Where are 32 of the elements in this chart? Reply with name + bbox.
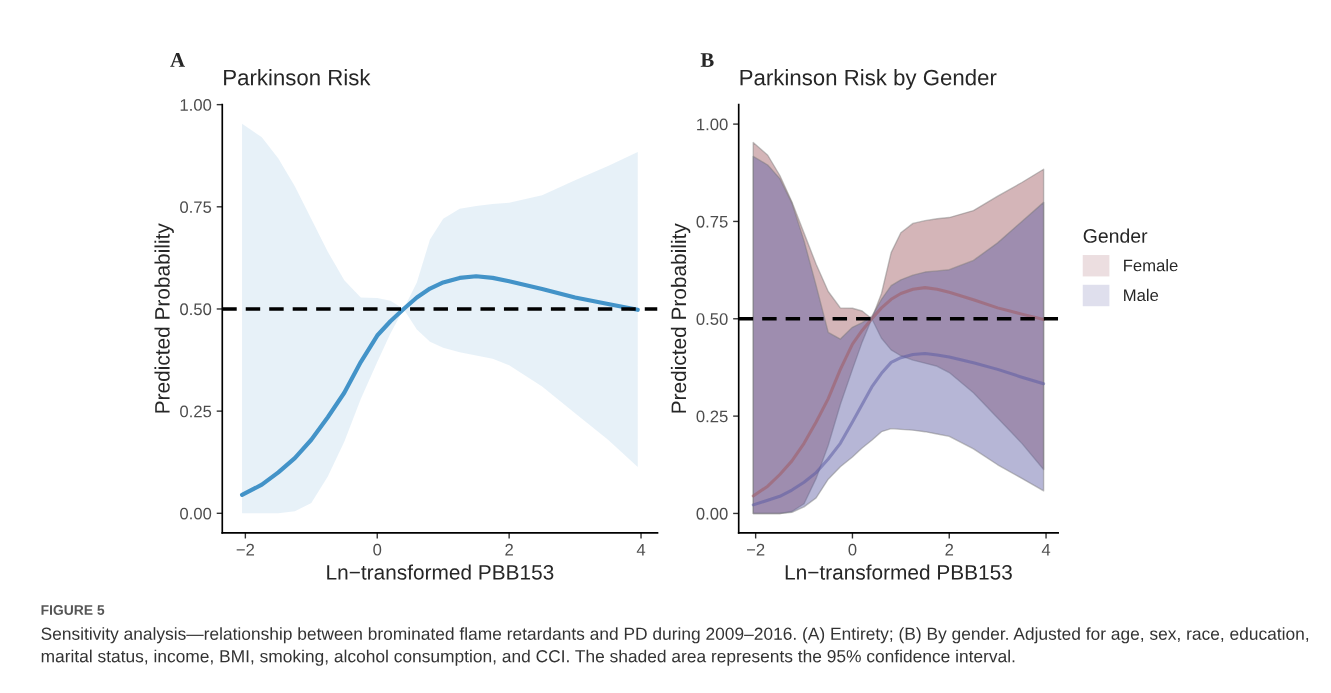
- chart-title: Parkinson Risk by Gender: [740, 69, 997, 90]
- x-tick-label: 2: [505, 543, 513, 556]
- x-tick-label: 4: [1041, 543, 1051, 556]
- chart-title: Parkinson Risk: [224, 69, 371, 86]
- x-axis-title: Ln−transformed PBB153: [785, 564, 1012, 580]
- y-tick-label: 0.25: [696, 410, 728, 423]
- y-axis-title: Predicted Probability: [154, 223, 174, 413]
- y-tick-label: 1.00: [180, 99, 212, 111]
- legend-title: Gender: [1083, 228, 1148, 243]
- caption: FIGURE 5: [41, 605, 105, 615]
- text: A: [170, 53, 185, 67]
- y-tick-label: 0.00: [696, 507, 728, 520]
- x-tick-label: −2: [746, 543, 765, 556]
- y-tick-label: 0.75: [180, 201, 212, 214]
- y-tick-label: 1.00: [697, 118, 728, 131]
- y-axis-title: Predicted Probability: [670, 223, 691, 413]
- x-tick-label: 4: [636, 543, 646, 556]
- y-tick-label: 0.25: [180, 405, 212, 418]
- text: Sensitivity analysis—relationship between brominated flame retardants and PD during 2009–2016. (A) Entirety; (B) By gender. Adjusted for age, sex, race, education, marital status, income, BMI, smoking, alcohol consumption, and CCI. The shaded area represents the 95% confidence interval.: [41, 627, 1309, 666]
- y-tick-label: 0.00: [180, 507, 212, 520]
- x-tick-label: 0: [373, 543, 382, 556]
- y-tick-label: 0.50: [696, 313, 728, 325]
- x-tick-label: 0: [848, 543, 857, 556]
- legend-label: Male: [1124, 288, 1159, 302]
- text: B: [700, 53, 714, 67]
- legend-label: Female: [1124, 259, 1178, 272]
- x-tick-label: −2: [236, 543, 255, 556]
- y-tick-label: 0.75: [696, 215, 728, 228]
- x-tick-label: 2: [945, 543, 954, 556]
- y-tick-label: 0.50: [180, 303, 212, 316]
- x-axis-title: Ln−transformed PBB153: [327, 564, 554, 580]
- line-series: [239, 274, 640, 497]
